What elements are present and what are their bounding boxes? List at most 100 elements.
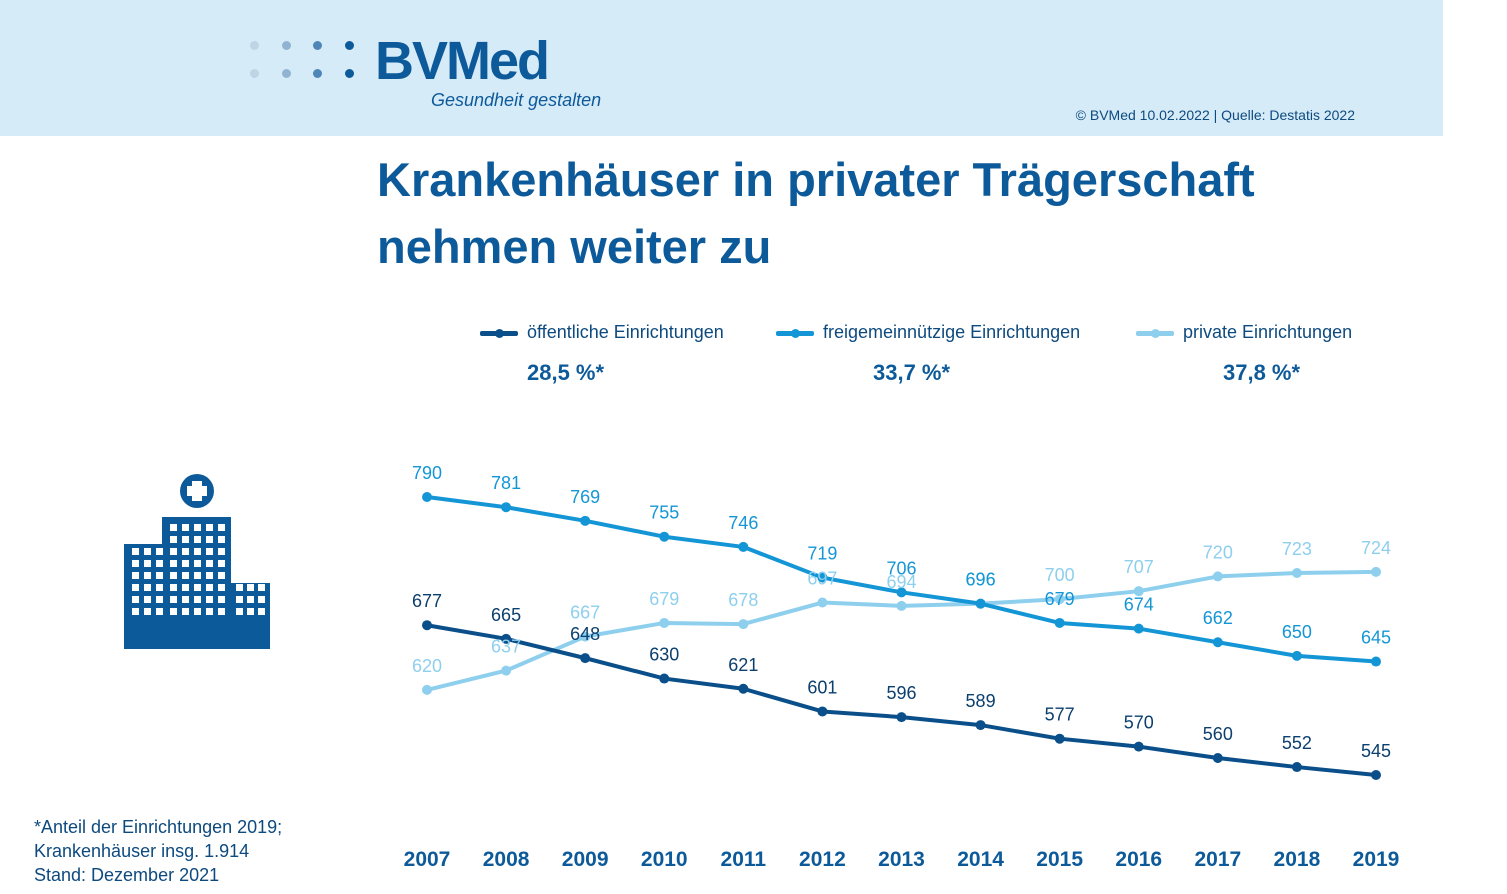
x-tick-label: 2009	[562, 848, 609, 871]
data-point-privat	[659, 617, 670, 628]
x-tick-label: 2014	[957, 848, 1004, 871]
data-label-oeffentlich: 648	[570, 624, 600, 644]
data-point-oeffentlich	[738, 683, 749, 694]
data-point-freigemeinnuetzig	[738, 541, 749, 552]
data-label-oeffentlich: 630	[649, 645, 679, 665]
data-label-oeffentlich: 601	[807, 677, 837, 697]
data-label-oeffentlich: 570	[1124, 713, 1154, 733]
data-point-freigemeinnuetzig	[1054, 617, 1065, 628]
data-label-freigemeinnuetzig: 662	[1203, 608, 1233, 628]
data-point-oeffentlich	[896, 712, 907, 723]
data-point-privat	[1212, 571, 1223, 582]
data-label-freigemeinnuetzig: 696	[966, 570, 996, 590]
data-label-privat: 720	[1203, 542, 1233, 562]
data-point-freigemeinnuetzig	[817, 572, 828, 583]
data-point-oeffentlich	[659, 673, 670, 684]
data-point-privat	[422, 684, 432, 695]
data-point-oeffentlich	[422, 620, 432, 631]
data-point-privat	[1133, 586, 1144, 597]
x-tick-label: 2010	[641, 848, 688, 871]
x-tick-label: 2015	[1036, 848, 1083, 871]
data-point-freigemeinnuetzig	[975, 598, 986, 609]
data-label-freigemeinnuetzig: 719	[807, 544, 837, 564]
logo: BVMed	[375, 31, 550, 91]
data-label-freigemeinnuetzig: 790	[412, 463, 442, 483]
footnote-line: Krankenhäuser insg. 1.914	[34, 841, 250, 861]
data-point-oeffentlich	[501, 633, 512, 644]
data-label-freigemeinnuetzig: 706	[886, 558, 916, 578]
data-label-privat: 637	[491, 637, 521, 657]
data-label-freigemeinnuetzig: 650	[1282, 622, 1312, 642]
legend-label: private Einrichtungen	[1183, 322, 1353, 342]
footnote: *Anteil der Einrichtungen 2019; Krankenh…	[34, 815, 282, 887]
data-label-privat: 697	[807, 569, 837, 589]
data-point-oeffentlich	[1291, 762, 1302, 773]
data-label-oeffentlich: 552	[1282, 733, 1312, 753]
data-point-oeffentlich	[1212, 752, 1223, 763]
x-tick-label: 2007	[404, 848, 451, 871]
data-point-freigemeinnuetzig	[501, 502, 512, 513]
data-point-freigemeinnuetzig	[1133, 623, 1144, 634]
data-point-freigemeinnuetzig	[1371, 656, 1381, 667]
data-label-oeffentlich: 545	[1361, 741, 1391, 761]
data-point-oeffentlich	[817, 706, 828, 717]
data-point-oeffentlich	[1054, 733, 1065, 744]
data-label-privat: 707	[1124, 557, 1154, 577]
data-label-privat: 724	[1361, 538, 1391, 558]
data-point-oeffentlich	[975, 720, 986, 731]
legend-label: öffentliche Einrichtungen	[527, 322, 724, 342]
data-label-freigemeinnuetzig: 755	[649, 503, 679, 523]
share-freigemeinnuetzig: 33,7 %*	[873, 360, 951, 385]
data-label-privat: 620	[412, 656, 442, 676]
data-point-oeffentlich	[1371, 770, 1381, 780]
data-point-privat	[1054, 594, 1065, 605]
data-label-privat: 678	[728, 590, 758, 610]
data-label-oeffentlich: 665	[491, 605, 521, 625]
data-point-privat	[1291, 568, 1302, 579]
x-tick-label: 2008	[483, 848, 530, 871]
x-tick-label: 2019	[1353, 848, 1400, 871]
data-label-freigemeinnuetzig: 679	[1045, 589, 1075, 609]
data-label-oeffentlich: 596	[886, 683, 916, 703]
data-point-freigemeinnuetzig	[1212, 637, 1223, 648]
header-banner: BVMed Gesundheit gestalten © BVMed 10.02…	[0, 0, 1443, 136]
x-tick-label: 2016	[1115, 848, 1162, 871]
share-privat: 37,8 %*	[1223, 360, 1301, 385]
chart-title: Krankenhäuser in privater Trägerschaft n…	[377, 153, 1255, 273]
data-point-privat	[817, 597, 828, 608]
data-label-freigemeinnuetzig: 645	[1361, 628, 1391, 648]
data-point-freigemeinnuetzig	[1291, 650, 1302, 661]
data-label-oeffentlich: 589	[966, 691, 996, 711]
data-label-privat: 700	[1045, 565, 1075, 585]
footnote-line: *Anteil der Einrichtungen 2019;	[34, 817, 283, 837]
legend-item-oeffentlich: öffentliche Einrichtungen	[480, 322, 724, 343]
legend-item-privat: private Einrichtungen	[1136, 322, 1352, 343]
source-credit: © BVMed 10.02.2022 | Quelle: Destatis 20…	[1075, 107, 1355, 123]
data-label-privat: 679	[649, 589, 679, 609]
legend-item-freigemeinnuetzig: freigemeinnützige Einrichtungen	[776, 322, 1080, 343]
x-tick-label: 2017	[1194, 848, 1241, 871]
data-label-oeffentlich: 560	[1203, 724, 1233, 744]
data-point-privat	[501, 665, 512, 676]
data-label-freigemeinnuetzig: 674	[1124, 595, 1154, 615]
data-point-oeffentlich	[1133, 741, 1144, 752]
data-point-privat	[896, 600, 907, 611]
data-label-privat: 667	[570, 603, 600, 623]
data-point-privat	[738, 619, 749, 630]
x-tick-label: 2012	[799, 848, 846, 871]
data-label-freigemeinnuetzig: 746	[728, 513, 758, 533]
share-oeffentlich: 28,5 %*	[527, 360, 605, 385]
data-label-freigemeinnuetzig: 769	[570, 487, 600, 507]
data-point-freigemeinnuetzig	[659, 531, 670, 542]
data-label-privat: 696	[966, 570, 996, 590]
legend-label: freigemeinnützige Einrichtungen	[823, 322, 1081, 342]
data-point-freigemeinnuetzig	[422, 492, 432, 502]
logo-tagline: Gesundheit gestalten	[431, 90, 602, 110]
data-point-freigemeinnuetzig	[580, 515, 591, 526]
x-tick-label: 2011	[721, 848, 767, 871]
data-label-freigemeinnuetzig: 781	[491, 473, 521, 493]
data-label-privat: 694	[886, 572, 916, 592]
footnote-line: Stand: Dezember 2021	[34, 865, 220, 885]
data-point-freigemeinnuetzig	[896, 587, 907, 598]
